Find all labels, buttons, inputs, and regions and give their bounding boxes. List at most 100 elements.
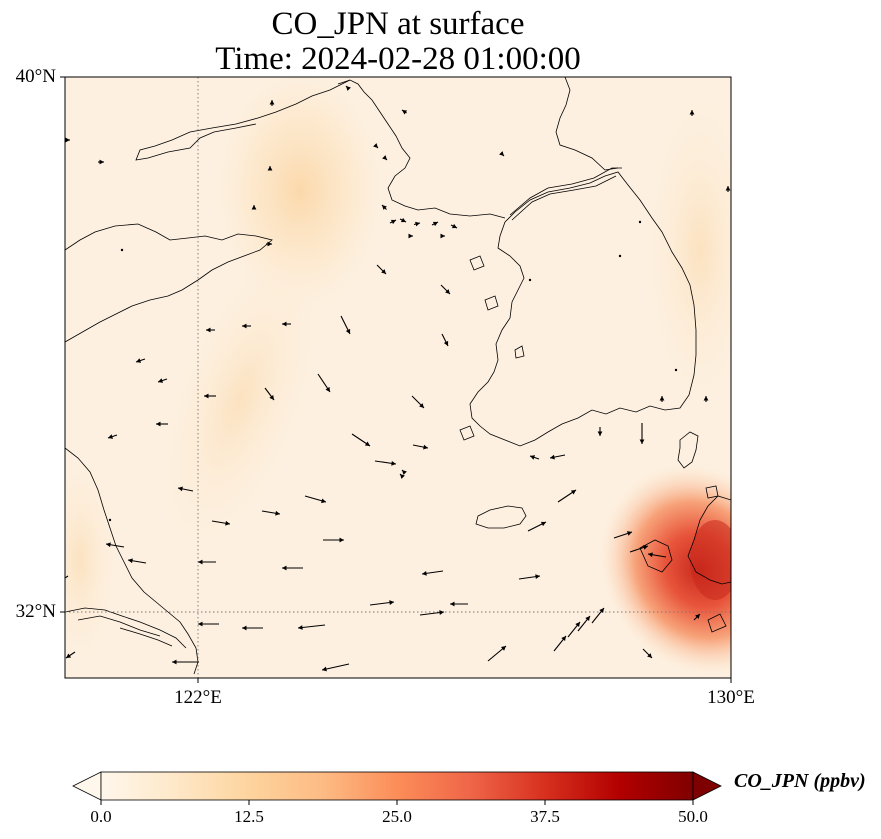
wind-vectors xyxy=(65,85,731,672)
wind-arrow xyxy=(450,601,468,607)
wind-arrow xyxy=(177,486,194,492)
wind-arrow xyxy=(345,85,351,91)
wind-arrow xyxy=(211,520,231,526)
wind-arrow xyxy=(251,205,257,210)
wind-arrow xyxy=(399,217,407,223)
wind-arrow xyxy=(413,221,421,227)
colorbar-tick-label: 0.0 xyxy=(90,807,112,826)
wind-arrow xyxy=(198,621,219,627)
wind-arrow xyxy=(577,615,591,632)
wind-arrow xyxy=(703,396,709,402)
wind-arrow xyxy=(198,559,216,565)
wind-arrow xyxy=(567,621,581,638)
wind-arrow xyxy=(408,233,413,239)
wind-arrow xyxy=(638,220,642,224)
wind-arrow xyxy=(399,473,405,479)
wind-arrow xyxy=(65,651,76,659)
colorbar-tick-label: 50.0 xyxy=(678,807,708,826)
wind-arrow xyxy=(135,358,146,363)
wind-arrow xyxy=(105,542,125,548)
colorbar-label: CO_JPN (ppbv) xyxy=(734,770,866,792)
wind-arrow xyxy=(412,444,429,450)
wind-arrow xyxy=(629,545,649,553)
wind-arrow xyxy=(549,454,566,460)
wind-arrow xyxy=(65,137,70,143)
wind-arrow xyxy=(527,521,547,532)
wind-arrow xyxy=(98,159,104,165)
wind-arrow xyxy=(689,110,695,116)
wind-arrow xyxy=(591,607,605,624)
wind-arrow xyxy=(401,109,408,115)
wind-arrow xyxy=(647,552,667,558)
wind-arrow xyxy=(204,393,216,399)
wind-arrow xyxy=(323,537,344,543)
lat-label-32n: 32°N xyxy=(15,601,56,622)
wind-arrow xyxy=(419,610,445,616)
wind-arrow xyxy=(421,570,444,576)
wind-arrow xyxy=(107,434,118,439)
wind-arrow xyxy=(282,565,303,571)
lat-label-40n: 40°N xyxy=(15,66,56,87)
wind-arrow xyxy=(157,378,168,383)
colorbar xyxy=(72,771,722,805)
wind-arrow xyxy=(261,510,281,516)
concentration-field xyxy=(65,77,731,678)
wind-arrow xyxy=(374,460,397,466)
wind-arrow xyxy=(297,624,326,630)
wind-arrow xyxy=(264,387,275,401)
wind-arrow xyxy=(369,600,395,606)
wind-arrow xyxy=(172,659,199,665)
wind-arrow xyxy=(206,327,215,333)
wind-arrow xyxy=(659,396,665,402)
wind-arrow xyxy=(597,427,603,436)
wind-arrow xyxy=(529,455,540,460)
wind-arrow xyxy=(450,223,458,229)
wind-arrow xyxy=(156,421,168,427)
wind-arrow xyxy=(499,151,505,157)
wind-arrow xyxy=(317,373,331,393)
wind-arrow xyxy=(304,495,327,504)
wind-arrow xyxy=(613,531,633,539)
wind-arrow xyxy=(373,143,379,149)
wind-arrow xyxy=(528,278,532,282)
wind-arrow xyxy=(321,663,350,672)
wind-arrow xyxy=(401,469,407,475)
wind-arrow xyxy=(242,625,263,631)
colorbar-tick-label: 25.0 xyxy=(382,807,412,826)
wind-arrow xyxy=(340,315,351,335)
wind-arrow xyxy=(557,489,577,503)
wind-arrow xyxy=(518,574,541,580)
wind-arrow xyxy=(674,368,678,372)
wind-arrow xyxy=(642,648,653,659)
colorbar-gradient xyxy=(101,772,693,800)
wind-arrow xyxy=(440,233,445,239)
wind-arrow xyxy=(441,333,449,347)
axis-ticks xyxy=(60,76,732,683)
wind-arrow xyxy=(120,248,124,252)
wind-arrow xyxy=(267,166,273,171)
colorbar-extend-high xyxy=(692,771,722,801)
coastlines xyxy=(65,77,731,675)
wind-arrow xyxy=(381,204,387,210)
wind-arrow xyxy=(65,575,69,579)
figure-title: CO_JPN at surface xyxy=(271,6,525,42)
wind-arrow xyxy=(411,395,425,409)
wind-arrow xyxy=(269,100,275,106)
wind-arrow xyxy=(693,613,701,621)
map-frame xyxy=(64,76,732,679)
wind-arrow xyxy=(376,264,387,275)
wind-arrow xyxy=(639,423,645,444)
wind-arrow xyxy=(725,186,731,192)
wind-arrow xyxy=(108,518,112,522)
wind-arrow xyxy=(440,284,451,295)
lon-label-130e: 130°E xyxy=(707,687,755,708)
colorbar-tick-label: 12.5 xyxy=(234,807,264,826)
wind-arrow xyxy=(127,558,147,564)
wind-arrow xyxy=(431,221,439,227)
figure-subtitle-time: Time: 2024-02-28 01:00:00 xyxy=(215,41,581,77)
wind-arrow xyxy=(242,323,251,329)
lon-label-122e: 122°E xyxy=(174,687,222,708)
wind-arrow xyxy=(553,635,567,652)
wind-arrow xyxy=(382,155,388,161)
